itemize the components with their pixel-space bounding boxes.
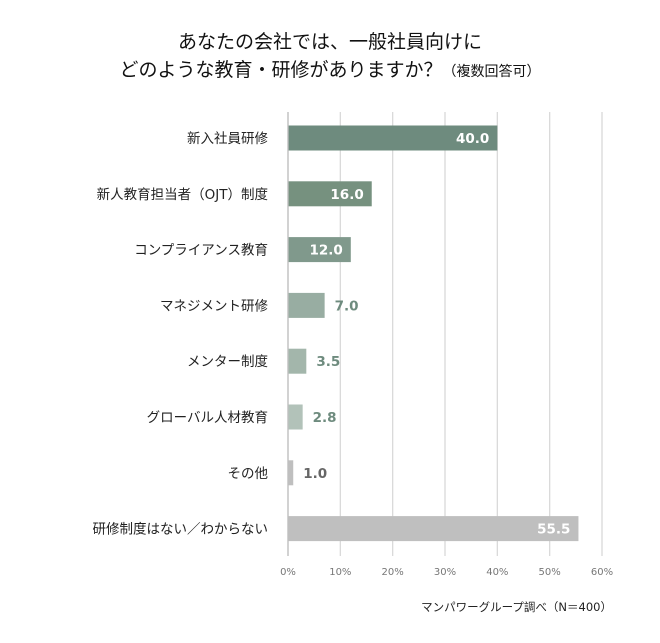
bar [288, 460, 294, 486]
bar [288, 237, 351, 263]
bar [288, 516, 579, 542]
x-tick-label: 30% [434, 567, 456, 578]
bar [288, 348, 307, 374]
x-tick-label: 50% [539, 567, 561, 578]
category-label: 研修制度はない／わからない [93, 522, 269, 538]
data-label: 1.0 [303, 466, 327, 482]
source-note: マンパワーグループ調べ（N＝400） [421, 600, 612, 614]
bar [288, 404, 303, 430]
category-label: メンター制度 [187, 354, 268, 370]
x-tick-label: 0% [280, 567, 296, 578]
category-label: その他 [228, 466, 269, 482]
x-tick-label: 60% [591, 567, 613, 578]
chart-title-line2: どのような教育・研修がありますか？（複数回答可） [0, 56, 660, 86]
bar [288, 292, 325, 318]
category-label: 新人教育担当者（OJT）制度 [97, 187, 268, 203]
chart-title-note: （複数回答可） [442, 64, 541, 80]
bar [288, 125, 498, 151]
data-label: 2.8 [313, 410, 337, 426]
category-label: グローバル人材教育 [147, 410, 268, 426]
chart-title-line1: あなたの会社では、一般社員向けに [177, 31, 482, 53]
data-label: 12.0 [309, 243, 342, 259]
category-label: 新入社員研修 [187, 131, 268, 147]
category-label: マネジメント研修 [160, 298, 268, 314]
category-label: コンプライアンス教育 [134, 243, 268, 259]
bar [288, 181, 372, 207]
data-label: 3.5 [316, 354, 340, 370]
x-tick-label: 10% [329, 567, 351, 578]
x-tick-label: 20% [382, 567, 404, 578]
data-label: 7.0 [335, 298, 359, 314]
x-tick-label: 40% [486, 567, 508, 578]
data-label: 40.0 [456, 131, 489, 147]
data-label: 16.0 [330, 187, 363, 203]
chart-title-question: どのような教育・研修がありますか？ [119, 59, 443, 81]
data-label: 55.5 [537, 522, 570, 538]
